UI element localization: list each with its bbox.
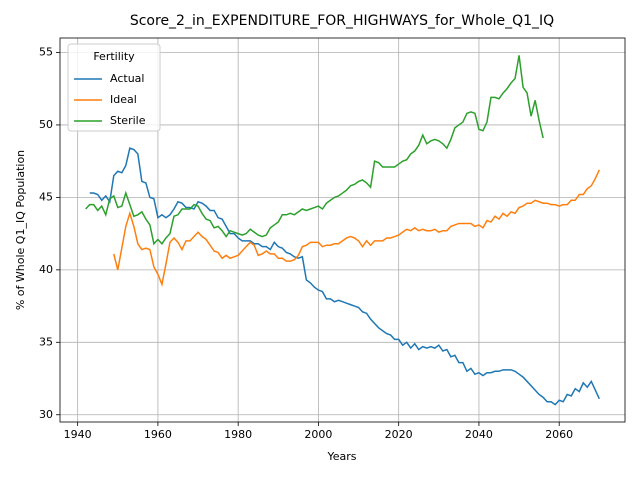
- data-line: [85, 55, 544, 246]
- y-axis-label: % of Whole Q1_IQ Population: [14, 150, 27, 310]
- legend-title: Fertility: [93, 50, 135, 63]
- y-tick-label: 30: [39, 408, 53, 421]
- x-tick-label: 2000: [304, 428, 332, 441]
- x-tick-label: 1940: [64, 428, 92, 441]
- y-tick-label: 40: [39, 263, 53, 276]
- data-line: [89, 147, 601, 406]
- data-line: [113, 169, 601, 287]
- y-tick-label: 35: [39, 335, 53, 348]
- y-tick-label: 50: [39, 118, 53, 131]
- legend-label: Ideal: [110, 93, 137, 106]
- y-tick-label: 45: [39, 190, 53, 203]
- x-tick-label: 2060: [545, 428, 573, 441]
- x-tick-label: 1960: [144, 428, 172, 441]
- legend-box: [67, 43, 161, 132]
- x-tick-label: 2040: [465, 428, 493, 441]
- legend-label: Sterile: [110, 114, 146, 127]
- y-tick-label: 55: [39, 45, 53, 58]
- chart-title: Score_2_in_EXPENDITURE_FOR_HIGHWAYS_for_…: [130, 13, 554, 29]
- legend-label: Actual: [110, 72, 144, 85]
- plot-frame: [59, 37, 626, 423]
- x-axis-label: Years: [326, 450, 356, 463]
- x-tick-label: 2020: [385, 428, 413, 441]
- legend: Fertility Actual Ideal Sterile: [67, 43, 161, 132]
- x-tick-label: 1980: [224, 428, 252, 441]
